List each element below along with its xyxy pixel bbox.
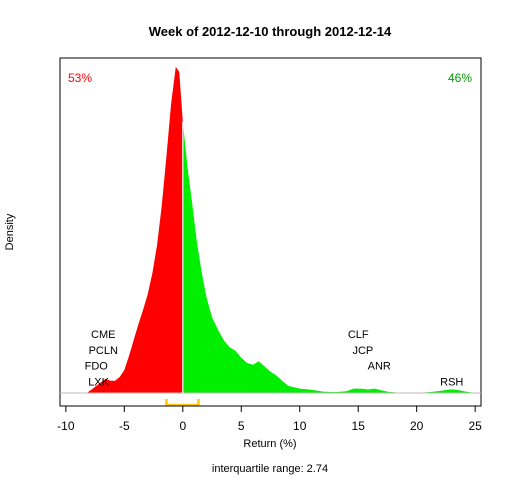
chart-title: Week of 2012-12-10 through 2012-12-14 — [149, 24, 392, 39]
ticker-annotations: CME PCLN FDO LXK CLF JCP ANR RSH — [85, 329, 464, 389]
x-tick-label: 15 — [352, 419, 366, 433]
x-axis: -10 -5 0 5 10 15 20 25 — [57, 405, 482, 433]
positive-density-area — [182, 121, 478, 393]
ticker-label-clf: CLF — [348, 329, 369, 341]
plot-area: CME PCLN FDO LXK CLF JCP ANR RSH — [59, 57, 482, 407]
negative-share-label: 53% — [68, 71, 92, 85]
positive-share-label: 46% — [448, 71, 472, 85]
x-axis-label: Return (%) — [243, 438, 296, 450]
y-axis-label: Density — [4, 213, 16, 250]
plot-frame — [59, 57, 482, 407]
x-tick-label: 20 — [410, 419, 424, 433]
x-tick-label: -10 — [57, 419, 75, 433]
x-tick-label: 5 — [238, 419, 245, 433]
x-tick-label: 10 — [293, 419, 307, 433]
iqr-bracket — [165, 399, 200, 407]
ticker-label-cme: CME — [91, 329, 115, 341]
ticker-label-fdo: FDO — [85, 361, 109, 373]
x-tick-label: 25 — [468, 419, 482, 433]
chart-subtitle: interquartile range: 2.74 — [212, 463, 328, 475]
ticker-label-jcp: JCP — [352, 345, 373, 357]
x-tick-label: 0 — [179, 419, 186, 433]
x-tick-label: -5 — [119, 419, 130, 433]
ticker-label-rsh: RSH — [440, 377, 463, 389]
ticker-label-anr: ANR — [368, 361, 391, 373]
negative-density-area — [86, 66, 183, 394]
ticker-label-pcln: PCLN — [89, 345, 118, 357]
ticker-label-lxk: LXK — [88, 377, 109, 389]
